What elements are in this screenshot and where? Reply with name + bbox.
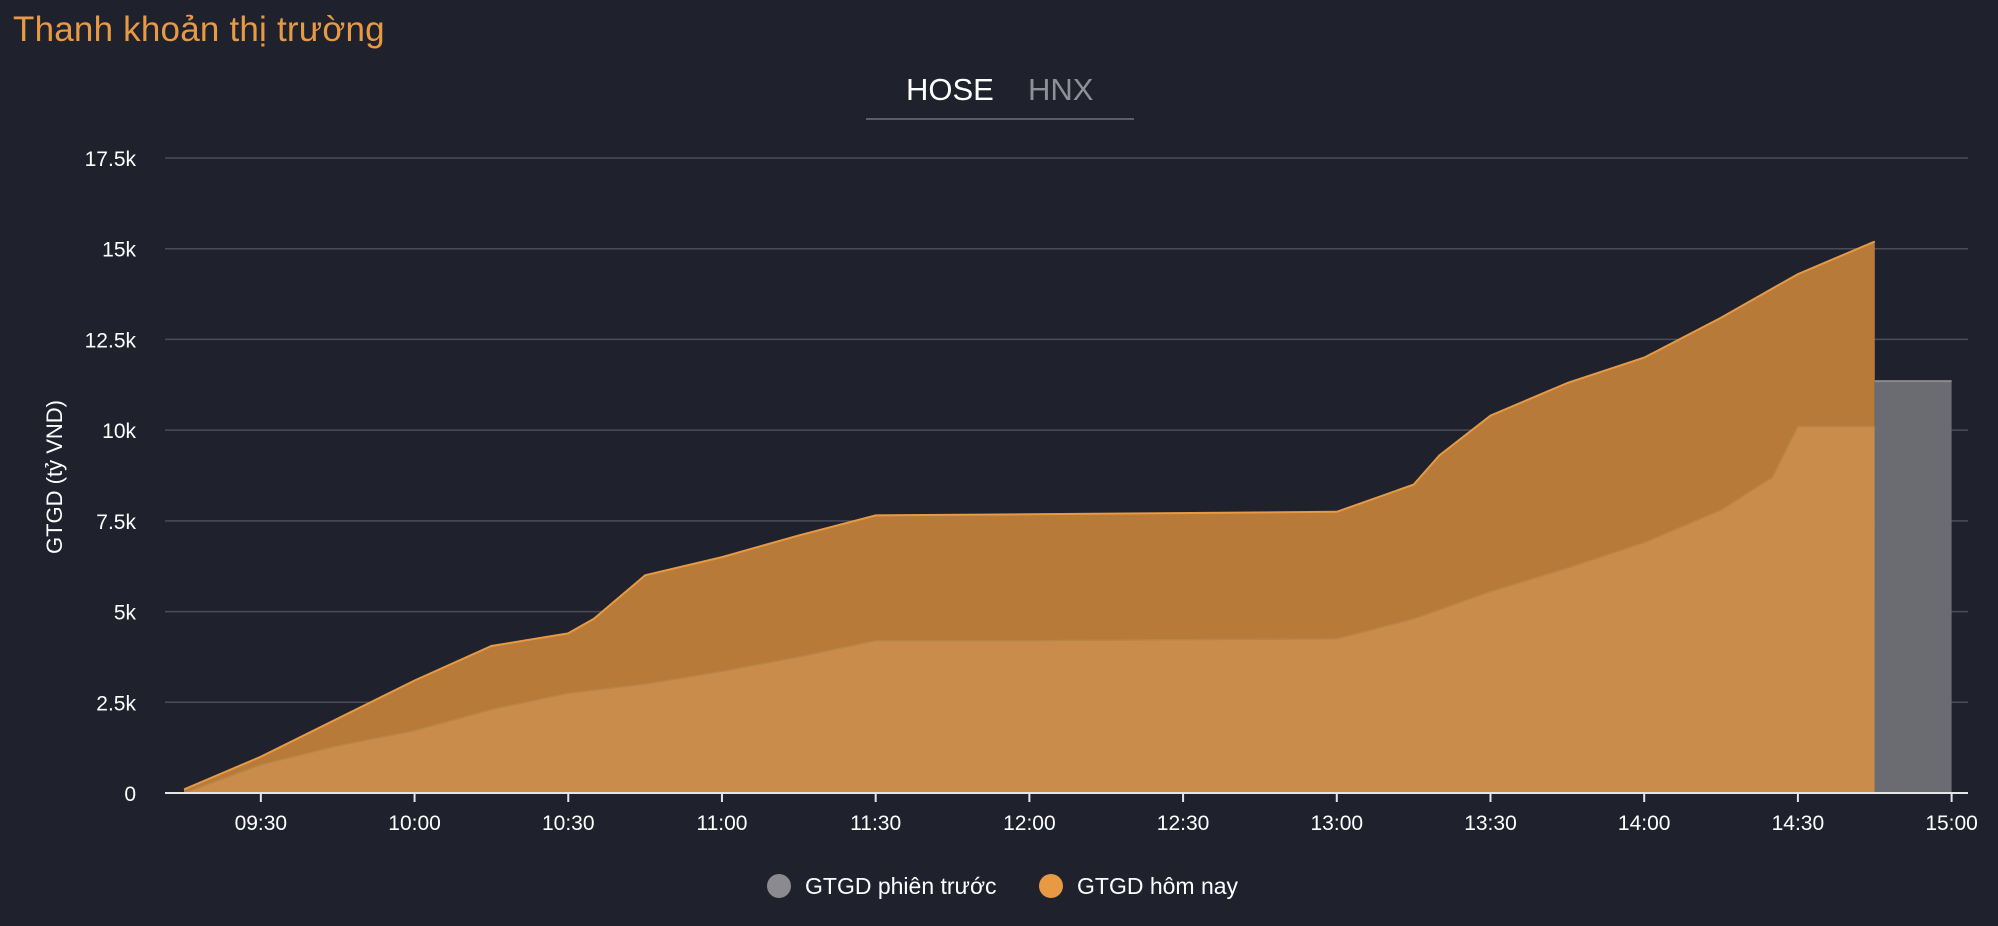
x-tick-label: 10:00: [388, 812, 441, 835]
x-tick-label: 12:30: [1157, 812, 1210, 835]
y-tick-label: 17.5k: [85, 148, 137, 171]
x-tick-label: 12:00: [1003, 812, 1056, 835]
y-tick-label: 2.5k: [96, 692, 136, 715]
x-tick-label: 09:30: [235, 812, 288, 835]
tab-hnx[interactable]: HNX: [1028, 72, 1094, 107]
y-tick-label: 5k: [114, 602, 137, 625]
series-prev-line: [183, 425, 1875, 794]
page-title: Thanh khoản thị trường: [13, 10, 385, 49]
x-tick-label: 11:00: [696, 812, 747, 835]
y-tick-label: 0: [124, 783, 136, 806]
chart-areas: [183, 240, 1952, 794]
x-tick-label: 15:00: [1925, 812, 1978, 835]
y-axis-label: GTGD (tỷ VND): [42, 400, 67, 554]
x-tick-label: 14:00: [1618, 812, 1671, 835]
y-tick-label: 15k: [102, 239, 136, 262]
x-tick-label: 14:30: [1772, 812, 1825, 835]
series-prev-area: [184, 426, 1875, 793]
prev-session-remainder-area: [1874, 381, 1952, 793]
x-tick-label: 11:30: [850, 812, 901, 835]
legend: GTGD phiên trước GTGD hôm nay: [0, 868, 1998, 904]
x-tick-label: 13:00: [1311, 812, 1364, 835]
y-tick-label: 12.5k: [85, 329, 137, 352]
exchange-tabs: HOSE HNX: [866, 66, 1134, 120]
series-today-line: [183, 240, 1876, 791]
y-tick-label: 7.5k: [96, 511, 136, 534]
legend-item-prev-session[interactable]: GTGD phiên trước: [767, 868, 997, 904]
axes: 0 2.5k 5k 7.5k 10k 12.5k 15k 17.5k 09:30 10:00 10:…: [85, 148, 1978, 835]
x-tick-label: 13:30: [1464, 812, 1517, 835]
liquidity-chart: 0 2.5k 5k 7.5k 10k 12.5k 15k 17.5k 09:30 10:00 10:…: [42, 148, 1978, 835]
y-tick-label: 10k: [102, 420, 136, 443]
x-tick-label: 10:30: [542, 812, 595, 835]
tab-hose[interactable]: HOSE: [906, 72, 994, 107]
prev-session-dot-icon: [767, 874, 791, 898]
legend-label-today: GTGD hôm nay: [1077, 872, 1239, 899]
today-dot-icon: [1039, 874, 1063, 898]
legend-item-today[interactable]: GTGD hôm nay: [1039, 868, 1238, 904]
legend-label-prev: GTGD phiên trước: [805, 872, 997, 899]
